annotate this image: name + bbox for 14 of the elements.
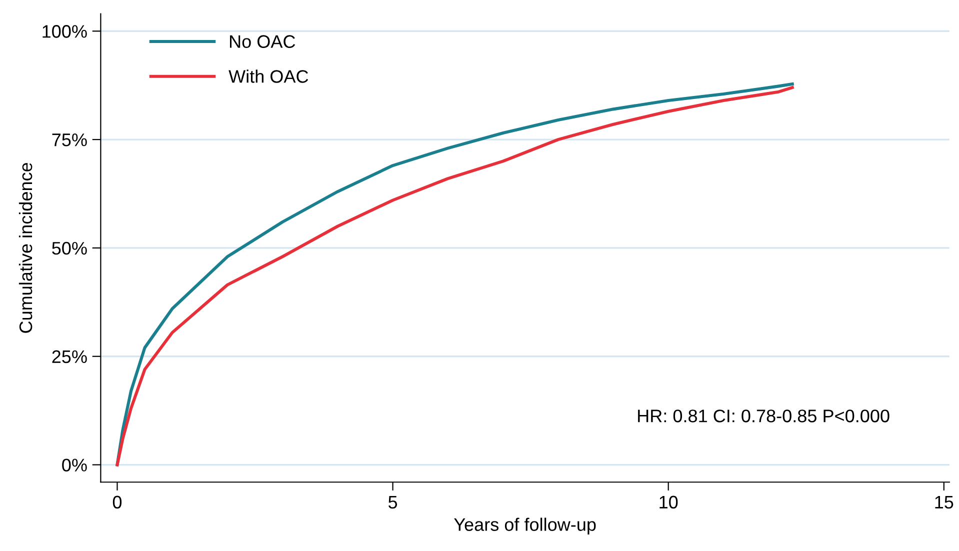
y-tick-label: 25% xyxy=(52,350,87,364)
y-tick-label: 50% xyxy=(52,242,87,255)
y-tick-label: 75% xyxy=(52,134,87,146)
y-tick-label: 0% xyxy=(62,458,87,472)
legend-label: No OAC xyxy=(230,35,296,48)
x-tick-label: 5 xyxy=(388,496,398,509)
y-tick-label: 100% xyxy=(42,25,87,38)
y-axis-title: Cumulative incidence xyxy=(18,162,32,333)
annotation: HR: 0.81 CI: 0.78-0.85 P<0.000 xyxy=(638,410,890,422)
x-tick-label: 10 xyxy=(660,496,678,509)
legend-label: With OAC xyxy=(228,70,308,83)
x-tick-label: 0 xyxy=(112,496,122,509)
x-axis-title: Years of follow-up xyxy=(454,518,596,535)
x-tick-label: 15 xyxy=(935,496,954,509)
